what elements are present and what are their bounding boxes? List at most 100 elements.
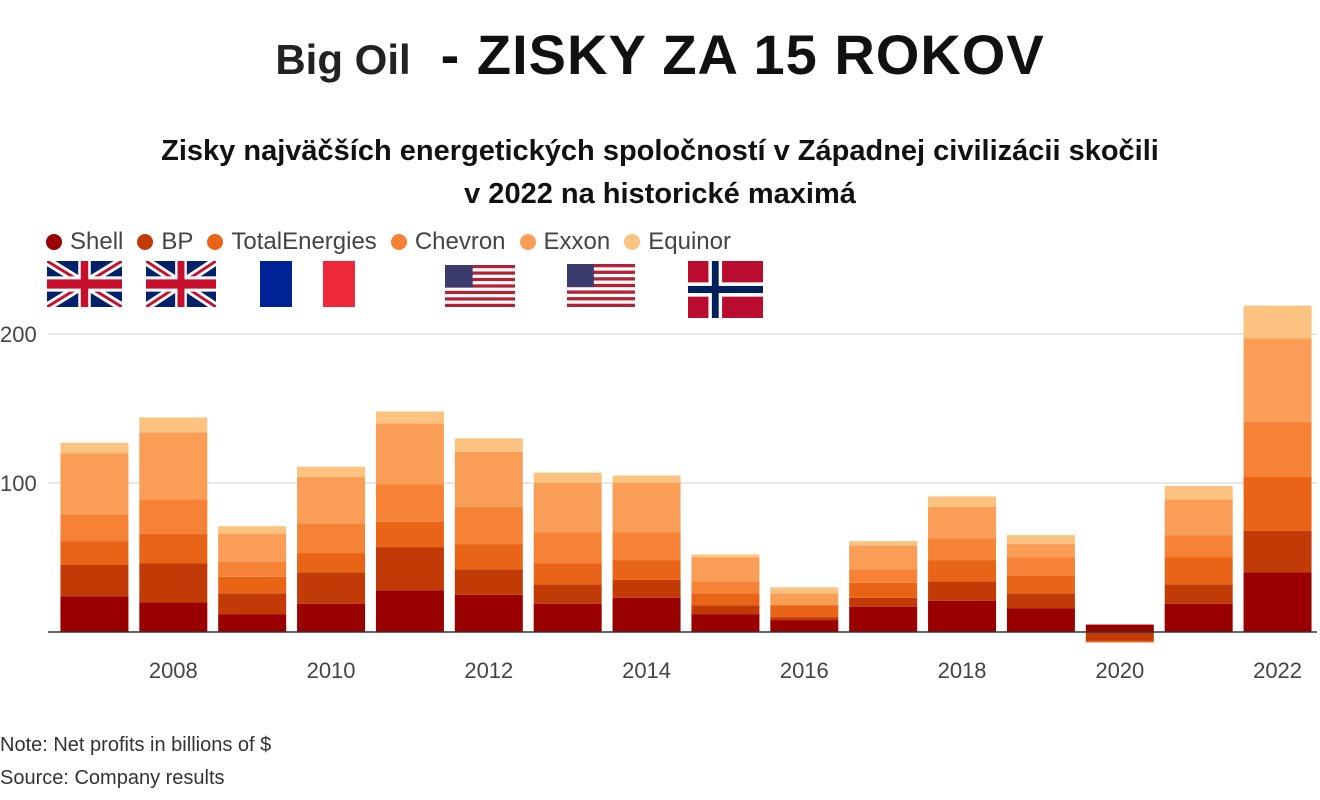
bar-shell-2007 [60, 596, 129, 632]
bar-totalenergies-2010 [297, 553, 366, 573]
bar-bp-2019 [1006, 593, 1075, 609]
y-tick-label-200: 200 [0, 322, 37, 347]
bar-chevron-2017 [849, 569, 918, 583]
bar-chevron-2013 [533, 532, 602, 564]
bar-exxon-2010 [297, 477, 366, 524]
legend-label-totalenergies: TotalEnergies [231, 228, 377, 255]
uk-flag-icon [146, 261, 216, 307]
legend-swatch-bp [137, 234, 154, 250]
bar-shell-2016 [770, 620, 839, 632]
bar-exxon-2022 [1243, 338, 1312, 422]
bar-chevron-2015 [691, 581, 760, 594]
bar-equinor-2016 [770, 587, 839, 594]
legend-item-shell: Shell [46, 228, 123, 256]
bar-exxon-2012 [454, 451, 523, 507]
bar-equinor-2009 [218, 526, 287, 534]
bar-bp-2014 [612, 579, 681, 598]
usa-flag-icon [445, 265, 515, 307]
bar-bp-2015 [691, 605, 760, 615]
x-tick-label-2022: 2022 [1253, 658, 1302, 683]
bar-shell-2020 [1085, 624, 1154, 632]
bar-exxon-2013 [533, 483, 602, 533]
bar-exxon-2015 [691, 557, 760, 582]
legend-label-chevron: Chevron [414, 228, 506, 255]
legend-label-exxon: Exxon [543, 228, 611, 255]
legend-item-bp: BP [137, 228, 193, 256]
bar-equinor-2018 [928, 496, 997, 507]
bar-chevron-2018 [928, 538, 997, 561]
x-tick-label-2016: 2016 [780, 658, 829, 683]
bar-totalenergies-2012 [454, 544, 523, 570]
bar-chevron-2014 [612, 532, 681, 561]
x-tick-label-2012: 2012 [464, 658, 513, 683]
bar-totalenergies-2015 [691, 593, 760, 606]
chart-legend: Shell BP TotalEnergies Chevron Exxon Equ… [46, 228, 745, 256]
bar-bp-2008 [139, 563, 208, 603]
bar-totalenergies-2016 [770, 605, 839, 618]
bar-chevron-2021 [1164, 535, 1233, 558]
bar-exxon-2009 [218, 533, 287, 562]
bar-totalenergies-2011 [375, 521, 444, 548]
legend-item-totalenergies: TotalEnergies [207, 228, 377, 256]
bar-equinor-2012 [454, 438, 523, 452]
chart-note: Note: Net profits in billions of $ [0, 734, 272, 756]
legend-swatch-totalenergies [207, 234, 224, 250]
bar-shell-2022 [1243, 572, 1312, 632]
bar-chevron-2008 [139, 499, 208, 534]
bar-totalenergies-2019 [1006, 575, 1075, 594]
bar-bp-2012 [454, 569, 523, 595]
bar-shell-2010 [297, 603, 366, 632]
bar-exxon-2008 [139, 432, 208, 500]
bar-exxon-2019 [1006, 544, 1075, 558]
bar-shell-2009 [218, 614, 287, 632]
bar-chevron-2009 [218, 561, 287, 577]
bar-equinor-2014 [612, 475, 681, 483]
legend-item-chevron: Chevron [390, 228, 506, 256]
bar-bp-2021 [1164, 584, 1233, 604]
legend-item-equinor: Equinor [624, 228, 731, 256]
bar-chevron-2022 [1243, 421, 1312, 478]
bar-bp-2016 [770, 617, 839, 621]
bar-chevron-2019 [1006, 557, 1075, 576]
bar-bp-2011 [375, 547, 444, 591]
bar-equinor-2013 [533, 472, 602, 483]
legend-item-exxon: Exxon [519, 228, 611, 256]
bar-totalenergies-2009 [218, 576, 287, 594]
y-tick-label-100: 100 [0, 471, 37, 496]
legend-swatch-chevron [390, 234, 407, 250]
bar-totalenergies-2007 [60, 541, 129, 565]
x-tick-label-2008: 2008 [149, 658, 198, 683]
x-tick-label-2014: 2014 [622, 658, 671, 683]
bar-bp-2009 [218, 593, 287, 615]
bar-equinor-2017 [849, 541, 918, 546]
france-flag-icon [260, 261, 355, 307]
bar-bp-2013 [533, 584, 602, 604]
stacked-bar-chart: 100 200 2008 2010 2012 2014 2016 2018 2020 2022 [0, 305, 1317, 683]
bar-exxon-2021 [1164, 499, 1233, 536]
subtitle-line-1: Zisky najväčších energetických spoločnos… [161, 135, 1159, 167]
bar-bp-2018 [928, 581, 997, 601]
bar-equinor-2008 [139, 417, 208, 433]
bar-equinor-2015 [691, 554, 760, 558]
uk-flag-icon [47, 261, 122, 307]
x-tick-label-2010: 2010 [307, 658, 356, 683]
legend-swatch-equinor [624, 234, 641, 250]
bar-totalenergies-2022 [1243, 477, 1312, 531]
chart-subtitle: Zisky najväčších energetických spoločnos… [40, 130, 1280, 216]
chart-source: Source: Company results [0, 767, 225, 789]
bar-chevron-2007 [60, 514, 129, 542]
bar-exxon-2018 [928, 506, 997, 539]
bar-exxon-2016 [770, 593, 839, 606]
bar-exxon-2014 [612, 483, 681, 533]
bar-bp-2007 [60, 564, 129, 597]
bar-equinor-2010 [297, 466, 366, 478]
bar-chevron-2010 [297, 523, 366, 554]
bar-shell-2014 [612, 597, 681, 632]
bar-shell-2018 [928, 600, 997, 632]
bar-shell-2008 [139, 602, 208, 632]
bar-shell-2013 [533, 603, 602, 632]
page-title: - ZISKY ZA 15 ROKOV [440, 23, 1045, 86]
bar-shell-2012 [454, 594, 523, 632]
legend-swatch-exxon [519, 234, 536, 250]
legend-label-shell: Shell [70, 228, 124, 255]
